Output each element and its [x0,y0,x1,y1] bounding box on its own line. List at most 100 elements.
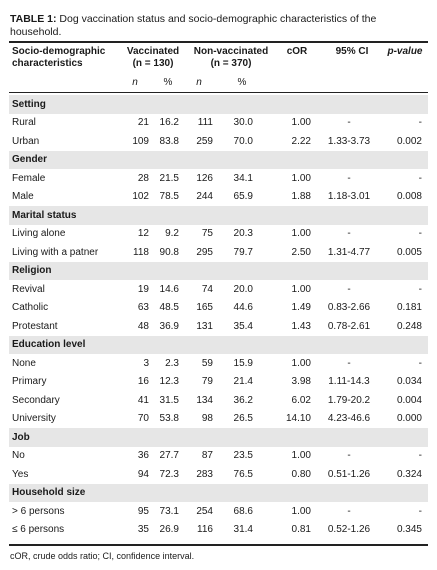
cell-characteristic: ≤ 6 persons [12,524,65,536]
header-nonvaccinated: Non-vaccinated (n = 370) [188,46,274,70]
table-row: Male 102 78.5 244 65.9 1.88 1.18-3.01 0.008 [9,188,428,207]
cell-vacc-pct: 26.9 [159,524,179,536]
header-char-line2: characteristics [12,58,83,69]
cell-nonvacc-pct: 30.0 [233,117,253,129]
top-rule [9,41,428,43]
table-row: > 6 persons 95 73.1 254 68.6 1.00 - - [9,502,428,521]
cell-nonvacc-pct: 79.7 [233,246,253,258]
cell-vacc-n: 12 [137,228,149,240]
sub-pct-nonvaccinated: % [237,77,247,88]
cell-nonvacc-n: 131 [196,320,213,332]
cell-nonvacc-n: 79 [201,376,213,388]
header-rule [9,92,428,93]
table-row: No 36 27.7 87 23.5 1.00 - - [9,447,428,466]
cell-pvalue: 0.181 [396,302,422,314]
cell-nonvacc-n: 283 [196,468,213,480]
cell-nonvacc-pct: 34.1 [233,172,253,184]
cell-vacc-pct: 53.8 [159,413,179,425]
cell-cor: 1.00 [291,228,311,240]
table-row: ≤ 6 persons 35 26.9 116 31.4 0.81 0.52-1.26 0.3… [9,521,428,540]
cell-ci: 1.33-3.73 [327,135,371,147]
cell-nonvacc-pct: 26.5 [233,413,253,425]
cell-pvalue: - [418,117,422,129]
sub-n-vaccinated: n [132,77,138,88]
header-cor-label: cOR [286,46,308,57]
cell-nonvacc-pct: 65.9 [233,191,253,203]
section-title: Job [9,428,428,447]
table-row: Yes 94 72.3 283 76.5 0.80 0.51-1.26 0.324 [9,465,428,484]
cell-pvalue: - [418,450,422,462]
cell-vacc-n: 118 [133,246,149,258]
cell-characteristic: Male [12,191,34,203]
cell-ci: 1.79-20.2 [327,394,371,406]
table-row: Urban 109 83.8 259 70.0 2.22 1.33-3.73 0.002 [9,132,428,151]
cell-vacc-n: 41 [137,394,149,406]
cell-ci: 0.51-1.26 [327,468,371,480]
cell-vacc-n: 3 [143,357,149,369]
header-pvalue: p-value [382,46,428,58]
cell-characteristic: Primary [12,376,47,388]
section-row: Job [9,428,428,447]
cell-vacc-n: 95 [137,505,149,517]
cell-vacc-n: 28 [137,172,149,184]
cell-characteristic: Female [12,172,46,184]
cell-ci: - [347,228,351,240]
cell-cor: 1.88 [291,191,311,203]
cell-nonvacc-n: 295 [196,246,213,258]
cell-nonvacc-n: 244 [196,191,213,203]
header-char-line1: Socio-demographic [12,46,106,57]
cell-characteristic: Protestant [12,320,58,332]
cell-pvalue: 0.000 [396,413,422,425]
cell-nonvacc-pct: 70.0 [233,135,253,147]
table-row: University 70 53.8 98 26.5 14.10 4.23-46.6 0.00… [9,410,428,429]
header-cor: cOR [280,46,314,58]
cell-characteristic: University [12,413,56,425]
cell-nonvacc-pct: 20.0 [233,283,253,295]
cell-nonvacc-n: 111 [197,117,213,129]
cell-cor: 0.80 [291,468,311,480]
cell-nonvacc-n: 259 [196,135,213,147]
section-title: Setting [9,95,428,114]
caption-text: Dog vaccination status and socio-demogra… [10,13,377,38]
cell-vacc-n: 109 [132,135,149,147]
cell-vacc-pct: 72.3 [159,468,179,480]
cell-vacc-n: 19 [137,283,149,295]
cell-vacc-pct: 27.7 [159,450,179,462]
cell-characteristic: > 6 persons [12,505,65,517]
table-caption: TABLE 1: Dog vaccination status and soci… [10,13,430,39]
cell-cor: 14.10 [285,413,311,425]
cell-nonvacc-pct: 20.3 [233,228,253,240]
sub-pct-vaccinated: % [163,77,173,88]
table-footnote: cOR, crude odds ratio; CI, confidence in… [10,551,195,561]
cell-ci: 0.52-1.26 [327,524,371,536]
cell-characteristic: Living alone [12,228,66,240]
section-title: Education level [9,335,428,354]
cell-cor: 2.50 [291,246,311,258]
cell-pvalue: 0.008 [396,191,422,203]
cell-pvalue: - [418,357,422,369]
cell-cor: 1.00 [291,505,311,517]
cell-nonvacc-n: 126 [196,172,213,184]
cell-vacc-n: 63 [137,302,149,314]
cell-vacc-pct: 31.5 [159,394,179,406]
cell-pvalue: 0.034 [396,376,422,388]
cell-characteristic: No [12,450,25,462]
cell-nonvacc-n: 59 [201,357,213,369]
cell-vacc-n: 35 [137,524,149,536]
cell-ci: 1.31-4.77 [327,246,371,258]
cell-vacc-n: 36 [137,450,149,462]
cell-ci: - [347,283,351,295]
cell-pvalue: 0.005 [396,246,422,258]
cell-nonvacc-pct: 15.9 [233,357,253,369]
cell-characteristic: None [12,357,36,369]
cell-pvalue: 0.345 [396,524,422,536]
cell-nonvacc-n: 75 [201,228,213,240]
cell-ci: 1.11-14.3 [328,376,370,388]
cell-cor: 2.22 [291,135,311,147]
cell-vacc-n: 102 [132,191,149,203]
cell-ci: - [347,172,351,184]
cell-nonvacc-pct: 21.4 [233,376,253,388]
cell-nonvacc-pct: 68.6 [233,505,253,517]
cell-characteristic: Revival [12,283,45,295]
cell-nonvacc-n: 98 [201,413,213,425]
